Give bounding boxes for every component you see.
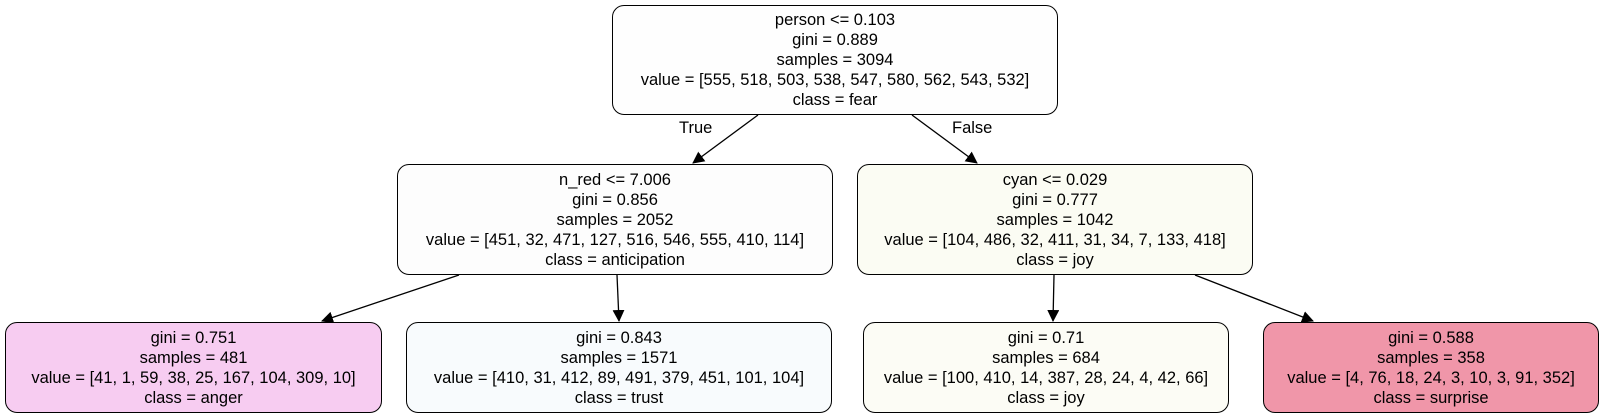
node-gini: gini = 0.889: [792, 31, 878, 49]
node-gini: gini = 0.856: [572, 190, 658, 209]
node-samples: samples = 358: [1377, 348, 1485, 367]
edge-left-leftleaf: [321, 274, 460, 324]
node-gini: gini = 0.843: [576, 328, 662, 347]
edge-left-rightleaf: [612, 274, 625, 322]
node-samples: samples = 481: [139, 348, 248, 367]
node-gini: gini = 0.751: [150, 328, 237, 347]
node-split-rule: person <= 0.103: [774, 11, 896, 29]
node-samples: samples = 2052: [556, 210, 674, 229]
node-class: class = joy: [1016, 250, 1094, 269]
edge-label-false: False: [952, 119, 993, 137]
node-class: class = trust: [574, 388, 664, 407]
node-value: value = [100, 410, 14, 387, 28, 24, 4, 4…: [883, 368, 1209, 387]
node-value: value = [4, 76, 18, 24, 3, 10, 3, 91, 35…: [1287, 368, 1575, 387]
node-gini: gini = 0.71: [1007, 328, 1085, 347]
tree-node-right: cyan <= 0.029 gini = 0.777 samples = 104…: [857, 164, 1253, 275]
node-samples: samples = 1571: [560, 348, 678, 367]
edge-label-true: True: [679, 119, 713, 137]
node-gini: gini = 0.777: [1012, 190, 1098, 209]
node-class: class = joy: [1007, 388, 1085, 407]
node-samples: samples = 3094: [776, 51, 894, 69]
node-value: value = [41, 1, 59, 38, 25, 167, 104, 30…: [31, 368, 356, 387]
node-class: class = surprise: [1373, 388, 1489, 407]
edge-right-rightleaf: [1194, 274, 1314, 323]
tree-node-left: n_red <= 7.006 gini = 0.856 samples = 20…: [397, 164, 833, 275]
node-value: value = [451, 32, 471, 127, 516, 546, 55…: [425, 230, 805, 249]
tree-leaf-joy: gini = 0.71 samples = 684 value = [100, …: [863, 322, 1229, 413]
tree-node-root: person <= 0.103 gini = 0.889 samples = 3…: [612, 5, 1058, 115]
node-samples: samples = 684: [992, 348, 1100, 367]
edge-root-right: [911, 114, 978, 164]
tree-leaf-anger: gini = 0.751 samples = 481 value = [41, …: [5, 322, 382, 413]
node-samples: samples = 1042: [996, 210, 1114, 229]
node-class: class = fear: [792, 91, 878, 109]
edge-root-left: [692, 114, 759, 164]
node-value: value = [410, 31, 412, 89, 491, 379, 451…: [433, 368, 805, 387]
node-value: value = [555, 518, 503, 538, 547, 580, 5…: [640, 71, 1030, 89]
node-class: class = anticipation: [545, 250, 685, 269]
node-value: value = [104, 486, 32, 411, 31, 34, 7, 1…: [884, 230, 1226, 249]
node-split-rule: n_red <= 7.006: [559, 170, 671, 189]
edge-right-leftleaf: [1047, 274, 1060, 322]
node-class: class = anger: [144, 388, 243, 407]
tree-leaf-trust: gini = 0.843 samples = 1571 value = [410…: [406, 322, 832, 413]
node-gini: gini = 0.588: [1388, 328, 1474, 347]
node-split-rule: cyan <= 0.029: [1002, 170, 1108, 189]
tree-leaf-surprise: gini = 0.588 samples = 358 value = [4, 7…: [1263, 322, 1599, 413]
